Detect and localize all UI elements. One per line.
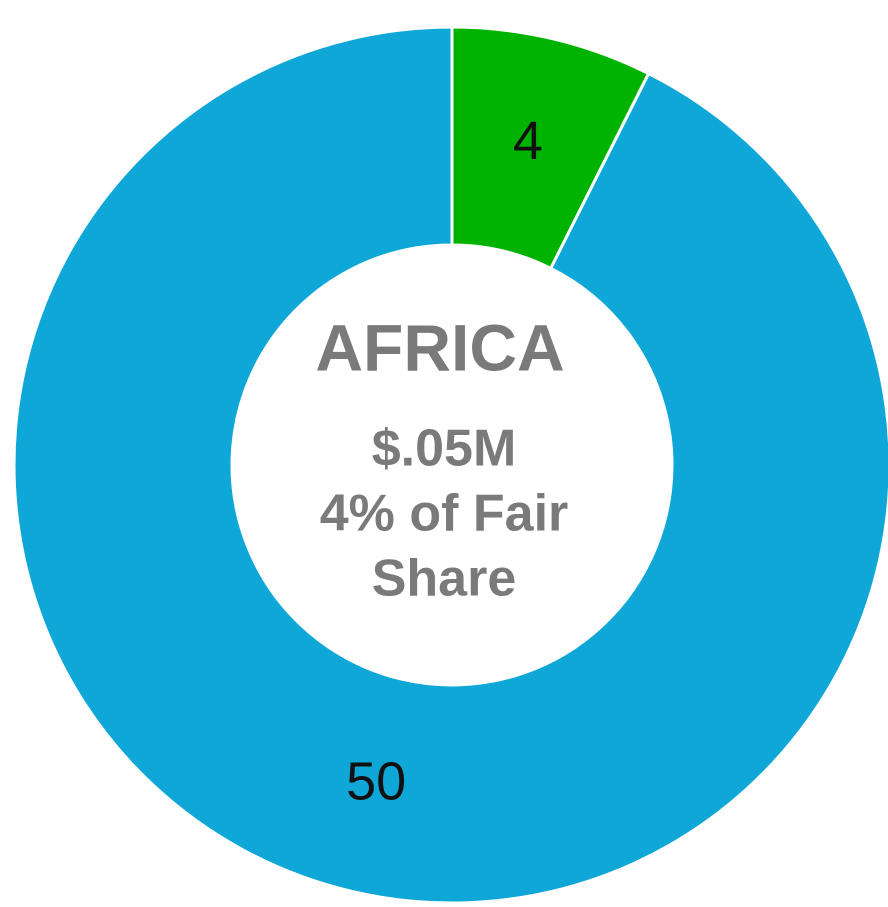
center-text: $.05M 4% of Fair Share xyxy=(320,420,569,608)
data-label: 4 xyxy=(513,111,543,171)
center-line: $.05M xyxy=(372,420,517,478)
center-line: 4% of Fair xyxy=(320,485,569,543)
center-line: Share xyxy=(372,550,517,608)
center-title: AFRICA xyxy=(315,310,564,384)
slice xyxy=(12,25,888,905)
slices xyxy=(12,25,888,905)
data-label: 50 xyxy=(346,751,406,811)
